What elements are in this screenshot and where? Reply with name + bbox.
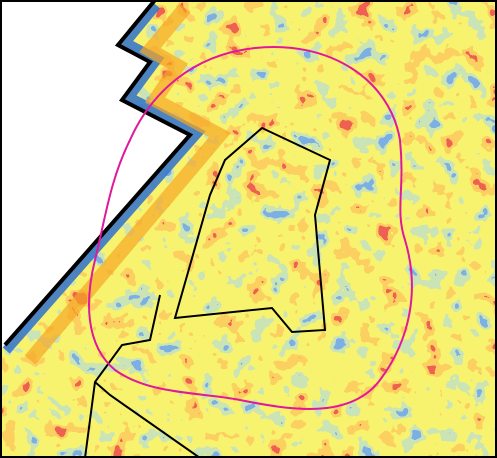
- district-outline: [173, 126, 332, 334]
- warm-band: [24, 3, 231, 365]
- district-outline-2: [84, 294, 201, 458]
- buffer-outline: [88, 46, 413, 410]
- boundary-line: [3, 0, 194, 347]
